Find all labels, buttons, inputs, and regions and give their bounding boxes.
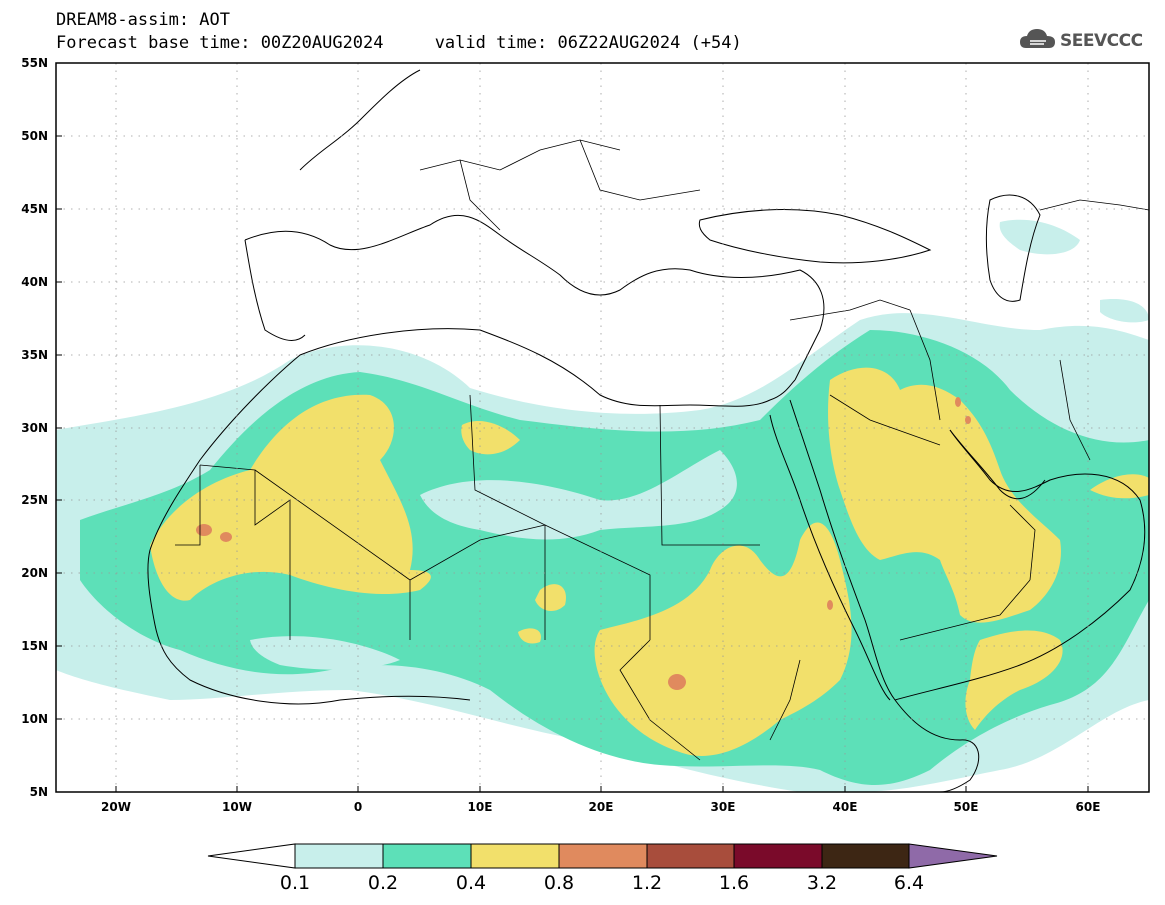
lon-label: 20E — [588, 800, 614, 814]
border-libya-egypt — [659, 404, 760, 546]
border-mauritania-south — [175, 465, 201, 546]
colorbar-label: 0.8 — [543, 872, 575, 894]
border-europe-1 — [419, 139, 621, 171]
colorbar-swatch-0 — [294, 843, 384, 869]
coast-black-sea — [698, 209, 932, 264]
lon-label: 60E — [1075, 800, 1101, 814]
border-kazakh — [1039, 199, 1149, 211]
lon-label: 10E — [467, 800, 493, 814]
lat-label: 40N — [21, 275, 48, 289]
border-sudan-ethiopia — [769, 659, 801, 741]
colorbar-swatch-3 — [558, 843, 648, 869]
cloud-icon — [1020, 29, 1055, 48]
lon-label: 20W — [101, 800, 131, 814]
border-saudi-iraq — [829, 394, 941, 446]
lat-label: 15N — [21, 639, 48, 653]
gridlines — [56, 63, 1149, 792]
lat-label: 45N — [21, 202, 48, 216]
colorbar — [207, 843, 998, 869]
border-chad-sudan — [619, 639, 701, 761]
colorbar-label: 0.1 — [279, 872, 311, 894]
coast-iberia — [244, 239, 306, 341]
logo-text: SEEVCCC — [1060, 31, 1143, 51]
border-libya-chad — [544, 524, 651, 640]
lat-label: 35N — [21, 348, 48, 362]
border-europe-3 — [579, 139, 701, 201]
lon-label: 30E — [710, 800, 736, 814]
colorbar-low-arrow — [207, 843, 296, 869]
coast-arabia — [894, 429, 1146, 701]
aot-band-0.4-yemen — [965, 630, 1063, 730]
borders — [175, 139, 1149, 761]
aot-band-0.1-sahel — [250, 636, 400, 670]
colorbar-swatch-1 — [382, 843, 472, 869]
colorbar-label: 1.6 — [718, 872, 750, 894]
border-algeria-libya — [469, 394, 546, 526]
colorbar-label: 1.2 — [631, 872, 663, 894]
colorbar-label: 3.2 — [806, 872, 838, 894]
colorbar-label: 6.4 — [893, 872, 925, 894]
border-europe-2 — [459, 159, 501, 231]
coast-africa-west — [147, 549, 471, 705]
border-iran-pakistan — [1059, 359, 1091, 461]
lat-label: 10N — [21, 712, 48, 726]
lon-label: 50E — [953, 800, 979, 814]
aot-band-0.1-caspian — [999, 219, 1080, 255]
colorbar-swatch-4 — [646, 843, 735, 869]
colorbar-swatch-2 — [470, 843, 560, 869]
aot-field — [56, 63, 1149, 792]
coastlines — [147, 69, 1146, 792]
coast-africa-north — [149, 328, 796, 551]
aot-band-0.4-sudan — [594, 522, 852, 756]
colorbar-swatch-6 — [821, 843, 910, 869]
lat-label: 50N — [21, 129, 48, 143]
aot-band-0.4-chad-south — [518, 628, 541, 644]
aot-spot-0.8-sudan — [668, 674, 686, 690]
map-title: DREAM8-assim: AOT — [56, 10, 230, 30]
aot-spot-0.8-mauritania-2 — [220, 532, 232, 542]
border-iran-iraq — [909, 309, 941, 421]
aot-spot-0.8-iraq-2 — [965, 416, 971, 424]
colorbar-high-arrow — [908, 843, 998, 869]
border-turkey-syria — [789, 299, 911, 321]
lon-label: 40E — [832, 800, 858, 814]
axis-ticks — [56, 135, 1089, 792]
aot-spot-0.8-eritrea — [827, 600, 833, 610]
colorbar-label: 0.4 — [455, 872, 487, 894]
coast-europe-west — [299, 69, 421, 171]
lon-label: 10W — [222, 800, 252, 814]
border-niger-chad — [409, 524, 546, 640]
map-frame — [55, 62, 1150, 793]
lat-label: 55N — [21, 56, 48, 70]
aot-spot-0.8-mauritania — [196, 524, 212, 536]
colorbar-swatch-5 — [733, 843, 823, 869]
aot-spot-0.8-iraq — [955, 397, 961, 407]
lon-label: 0 — [353, 800, 363, 814]
coast-caspian — [985, 194, 1041, 302]
aot-band-0.1-interior — [420, 450, 737, 540]
seevccc-logo: SEEVCCC — [1018, 24, 1153, 60]
lat-label: 25N — [21, 493, 48, 507]
aot-band-0.1-caspian-east — [1100, 299, 1149, 323]
coast-horn — [894, 699, 980, 792]
aot-band-0.4-libya — [461, 420, 520, 455]
aot-band-0.4-chad — [535, 584, 566, 612]
lat-label: 5N — [29, 785, 48, 799]
border-saudi-oman — [1009, 504, 1036, 581]
lat-label: 20N — [21, 566, 48, 580]
coast-redsea-west — [769, 414, 891, 701]
coast-gulf — [949, 429, 1046, 500]
forecast-times: Forecast base time: 00Z20AUG2024 valid t… — [56, 33, 742, 53]
colorbar-label: 0.2 — [367, 872, 399, 894]
aot-band-0.4-west — [150, 394, 431, 601]
coast-redsea-east — [789, 399, 896, 701]
border-saudi-yemen — [899, 579, 1031, 641]
aot-band-0.4-arabia — [828, 367, 1061, 623]
lat-label: 30N — [21, 421, 48, 435]
